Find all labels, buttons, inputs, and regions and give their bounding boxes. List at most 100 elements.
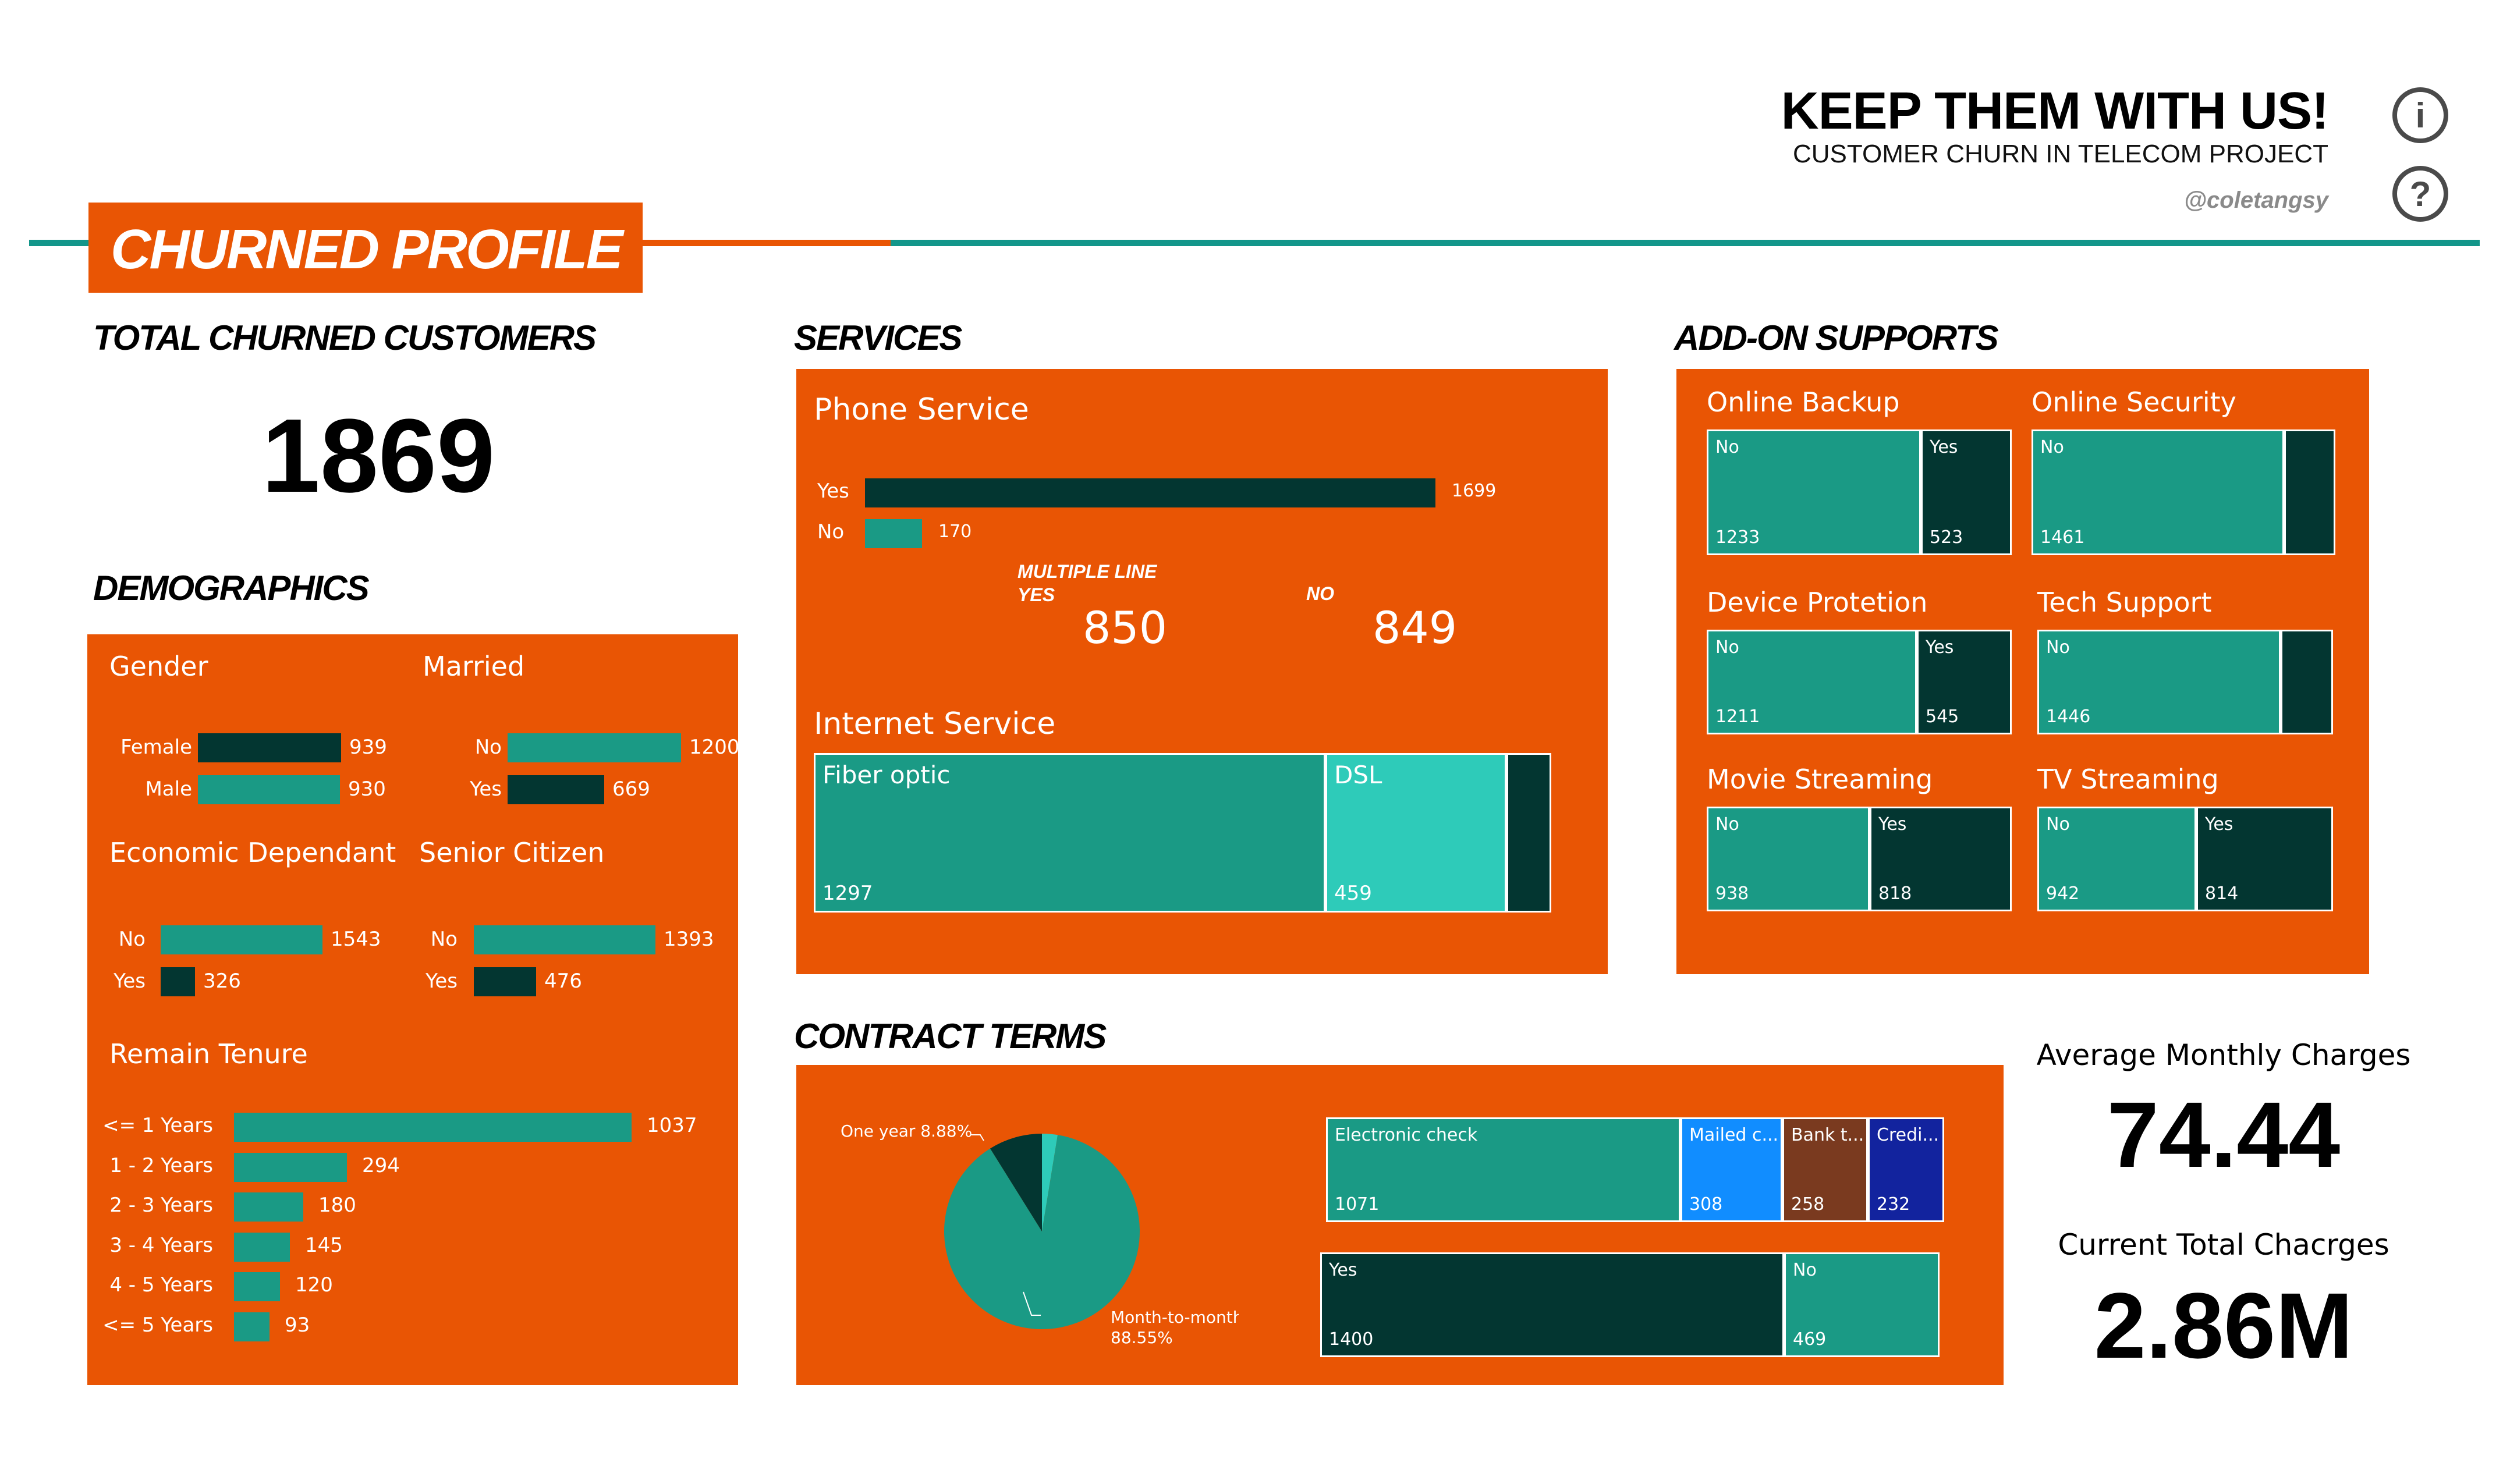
avg-monthly-charges-value: 74.44	[2107, 1082, 2341, 1187]
senior-bar-value: 1393	[664, 928, 714, 951]
internet-tile-label: DSL	[1334, 761, 1382, 789]
addon-no-value: 1211	[1715, 707, 1760, 727]
pie-slice	[944, 1135, 1140, 1329]
m2m-label: Month-to-month	[1111, 1308, 1239, 1327]
addon-no-label: No	[1715, 437, 1739, 457]
married-row-label: No	[474, 736, 502, 759]
addon-no-label: No	[1715, 814, 1739, 835]
addon-no-value: 1446	[2046, 707, 2091, 727]
senior-row-label: Yes	[426, 970, 458, 993]
one-year-leader-line	[971, 1134, 984, 1141]
dependant-bar-value: 326	[203, 970, 241, 993]
multiple-line-no-value: 849	[1373, 602, 1458, 654]
contract-pie-chart: One year 8.88% Month-to-month 88.55%	[841, 1121, 1239, 1347]
addon-no-tile: No 1233	[1707, 429, 1921, 555]
multiple-line-no-label: NO	[1306, 583, 1334, 604]
married-bar-value: 669	[612, 777, 650, 801]
dependant-bar-value: 1543	[331, 928, 381, 951]
addon-no-tile: No 1446	[2037, 630, 2281, 734]
internet-tile: DSL 459	[1325, 753, 1506, 913]
addons-heading: ADD-ON SUPPORTS	[1674, 318, 1999, 357]
addon-no-label: No	[2046, 814, 2070, 835]
addon-title: TV Streaming	[2037, 764, 2219, 795]
contract-panel: One year 8.88% Month-to-month 88.55% Ele…	[796, 1065, 2004, 1385]
gender-bar	[198, 733, 341, 762]
tenure-bar-value: 93	[285, 1313, 310, 1337]
tenure-bar-value: 180	[318, 1194, 356, 1217]
pie-slice	[1042, 1134, 1058, 1231]
gender-bar-value: 939	[349, 736, 387, 759]
addon-yes-tile: Yes 818	[1870, 807, 2012, 911]
payment-tile: Credi... 232	[1868, 1117, 1944, 1222]
pie-slice	[990, 1134, 1042, 1231]
paperless-tile: Yes 1400	[1320, 1252, 1784, 1357]
addon-yes-tile	[2284, 429, 2335, 555]
paperless-tile-value: 469	[1793, 1329, 1827, 1350]
addon-no-value: 1233	[1715, 527, 1760, 548]
senior-row-label: No	[430, 928, 458, 951]
help-icon[interactable]: ?	[2392, 166, 2448, 222]
header-rule-orange	[640, 240, 891, 246]
internet-tile-value: 1297	[822, 882, 873, 905]
total-charges-label: Current Total Chacrges	[2058, 1228, 2389, 1262]
addon-yes-value: 814	[2205, 883, 2239, 904]
addon-title: Tech Support	[2037, 587, 2212, 618]
tenure-row-label: <= 1 Years	[102, 1114, 213, 1137]
tenure-row-label: 2 - 3 Years	[109, 1194, 213, 1217]
total-charges-value: 2.86M	[2094, 1273, 2353, 1378]
addon-yes-tile: Yes 523	[1921, 429, 2012, 555]
paperless-tile-label: Yes	[1329, 1260, 1357, 1280]
internet-tile	[1506, 753, 1551, 913]
dashboard-subtitle: CUSTOMER CHURN IN TELECOM PROJECT	[1792, 140, 2328, 168]
m2m-leader-line	[1023, 1291, 1041, 1316]
dependant-row-label: No	[118, 928, 146, 951]
info-glyph: i	[2415, 95, 2426, 135]
avg-monthly-charges-label: Average Monthly Charges	[2036, 1038, 2411, 1072]
senior-bar-value: 476	[544, 970, 582, 993]
total-churned-heading: TOTAL CHURNED CUSTOMERS	[93, 318, 597, 357]
multiple-line-yes-label: MULTIPLE LINE YES	[1017, 561, 1157, 605]
addon-yes-value: 818	[1878, 883, 1912, 904]
addons-panel: Online Backup No 1233 Yes 523 Online Security…	[1676, 369, 2369, 974]
payment-tile: Bank t... 258	[1782, 1117, 1868, 1222]
tenure-bar-value: 145	[305, 1233, 343, 1257]
internet-tile-value: 459	[1334, 882, 1372, 905]
tenure-bar-value: 294	[362, 1153, 400, 1177]
contract-heading: CONTRACT TERMS	[794, 1017, 1107, 1056]
dependant-row-label: Yes	[114, 970, 146, 993]
tenure-row-label: 1 - 2 Years	[109, 1153, 213, 1177]
addon-title: Online Security	[2032, 386, 2236, 418]
tenure-bar	[234, 1152, 347, 1182]
total-churned-value: 1869	[261, 397, 495, 514]
payment-tile-label: Electronic check	[1335, 1125, 1478, 1145]
dashboard-title: KEEP THEM WITH US!	[1781, 82, 2329, 140]
addon-yes-label: Yes	[2205, 814, 2233, 835]
info-icon[interactable]: i	[2392, 87, 2448, 143]
payment-tile: Electronic check 1071	[1326, 1117, 1681, 1222]
tenure-bar-value: 120	[295, 1273, 333, 1297]
addon-no-tile: No 942	[2037, 807, 2196, 911]
dependant-title: Economic Dependant	[109, 837, 396, 868]
addon-no-label: No	[2040, 437, 2064, 457]
paperless-tile: No 469	[1784, 1252, 1940, 1357]
addon-no-value: 1461	[2040, 527, 2085, 548]
m2m-pct-label: 88.55%	[1111, 1328, 1173, 1347]
addon-yes-tile: Yes 545	[1917, 630, 2012, 734]
services-panel: Phone Service Yes 1699 No 170 MULTIPLE LINE…	[796, 369, 1608, 974]
addon-no-tile: No 938	[1707, 807, 1870, 911]
tenure-row-label: <= 5 Years	[102, 1313, 213, 1337]
tenure-row-label: 4 - 5 Years	[109, 1273, 213, 1297]
payment-tile-label: Credi...	[1877, 1125, 1940, 1145]
services-heading: SERVICES	[794, 318, 962, 357]
addon-yes-tile: Yes 814	[2196, 807, 2333, 911]
payment-tile-label: Bank t...	[1791, 1125, 1864, 1145]
page-title-box: CHURNED PROFILE	[88, 203, 643, 293]
phone-bar	[865, 478, 1435, 507]
addon-no-tile: No 1461	[2032, 429, 2284, 555]
gender-title: Gender	[109, 651, 208, 682]
phone-bar-value: 170	[938, 521, 972, 542]
addon-no-value: 942	[2046, 883, 2080, 904]
phone-row-label: No	[817, 520, 845, 544]
dependant-bar	[161, 925, 322, 954]
demographics-panel: Gender Married Economic Dependant Senior…	[87, 634, 740, 1385]
